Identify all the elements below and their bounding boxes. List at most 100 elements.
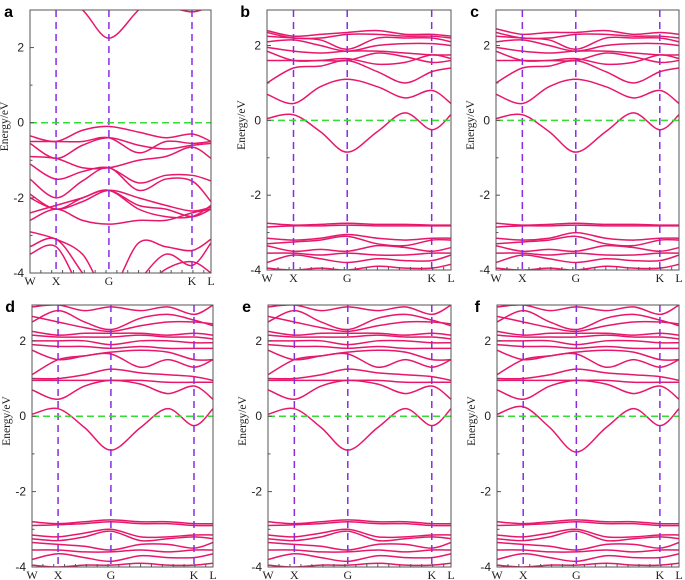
band-line — [268, 519, 451, 525]
k-point-label: W — [491, 568, 503, 580]
band-line — [267, 233, 451, 241]
axes-frame — [267, 304, 452, 568]
band-line — [32, 330, 213, 336]
band-line — [30, 189, 211, 218]
y-tick-label: -4 — [250, 263, 261, 277]
band-line — [32, 305, 213, 316]
k-point-label: L — [675, 271, 682, 285]
band-line — [267, 244, 451, 253]
band-line — [267, 54, 451, 66]
plot-area — [267, 10, 451, 270]
y-tick-label: 0 — [19, 409, 26, 423]
k-point-label: W — [490, 271, 502, 285]
k-point-label: X — [518, 271, 527, 285]
band-line — [268, 530, 451, 542]
band-line — [267, 263, 451, 270]
band-line — [32, 343, 213, 350]
band-line — [497, 519, 679, 525]
panel-label: c — [470, 4, 479, 21]
k-point-label: X — [519, 568, 528, 580]
k-point-label: L — [207, 274, 214, 288]
band-line — [496, 78, 679, 105]
y-axis-label: Energy/eV — [0, 101, 11, 151]
band-line — [32, 521, 213, 527]
band-line — [496, 231, 679, 241]
band-line — [30, 189, 211, 212]
band-line — [268, 315, 451, 333]
band-line — [497, 405, 679, 453]
band-line — [267, 29, 451, 38]
band-line — [268, 343, 451, 350]
band-line — [32, 352, 213, 376]
band-line — [32, 549, 213, 553]
band-line — [497, 368, 679, 382]
band-line — [81, 10, 140, 39]
band-line — [268, 334, 451, 340]
k-point-label: K — [427, 568, 436, 580]
band-line — [268, 305, 451, 316]
k-point-label: K — [656, 568, 665, 580]
band-line — [268, 339, 451, 346]
panel-d: 2 0 -2 -4W X G K L Energy/eV d — [1, 299, 217, 580]
y-axis-label: Energy/eV — [465, 100, 477, 150]
band-line — [267, 46, 451, 56]
band-line — [497, 309, 679, 331]
y-tick-label: -4 — [479, 263, 490, 277]
band-line — [30, 244, 211, 273]
band-line — [30, 237, 211, 273]
k-point-label: K — [188, 274, 197, 288]
band-line — [32, 528, 213, 539]
band-line — [497, 334, 679, 340]
band-line — [497, 339, 679, 346]
band-line — [32, 562, 213, 567]
k-point-label: W — [261, 271, 273, 285]
band-line — [32, 309, 213, 331]
band-line — [32, 553, 213, 563]
panel-label: b — [240, 4, 250, 21]
y-tick-label: 2 — [483, 39, 490, 53]
y-tick-label: 2 — [17, 41, 24, 55]
panel-a: 2 0 -2 -4W X G K L Energy/eV a — [0, 4, 215, 288]
y-tick-label: 0 — [254, 113, 261, 127]
axes-frame — [266, 9, 452, 271]
band-line — [30, 163, 211, 184]
band-line — [30, 146, 211, 170]
y-tick-label: -4 — [251, 560, 262, 574]
band-line — [267, 39, 451, 52]
y-axis-label: Energy/eV — [1, 396, 13, 446]
y-axis-label: Energy/eV — [237, 396, 249, 446]
y-tick-label: -2 — [251, 485, 262, 499]
y-tick-label: 0 — [17, 116, 24, 130]
band-line — [32, 368, 213, 382]
band-line — [32, 334, 213, 340]
band-line — [268, 379, 451, 384]
band-line — [30, 136, 211, 160]
y-tick-label: -4 — [480, 560, 491, 574]
band-line — [268, 528, 451, 539]
k-point-label: G — [105, 274, 114, 288]
y-tick-label: -2 — [479, 188, 490, 202]
band-line — [268, 330, 451, 336]
k-point-label: W — [262, 568, 274, 580]
band-line — [32, 541, 213, 551]
band-line — [268, 352, 451, 376]
band-line — [497, 379, 679, 400]
k-point-label: G — [571, 271, 580, 285]
y-tick-label: 0 — [484, 409, 491, 423]
band-line — [496, 27, 679, 36]
plot-area — [268, 305, 451, 567]
plot-area — [32, 305, 213, 567]
panel-f: 2 0 -2 -4W X G K L Energy/eV f — [466, 299, 683, 580]
band-line — [497, 330, 679, 336]
band-line — [32, 519, 213, 525]
band-line — [268, 521, 451, 527]
axes-frame — [496, 304, 680, 568]
band-line — [497, 379, 679, 384]
y-tick-label: -4 — [13, 266, 24, 280]
y-tick-label: 2 — [19, 334, 26, 348]
band-line — [497, 528, 679, 539]
k-point-label: K — [190, 568, 199, 580]
y-tick-label: -2 — [13, 191, 24, 205]
y-tick-label: 0 — [255, 409, 262, 423]
